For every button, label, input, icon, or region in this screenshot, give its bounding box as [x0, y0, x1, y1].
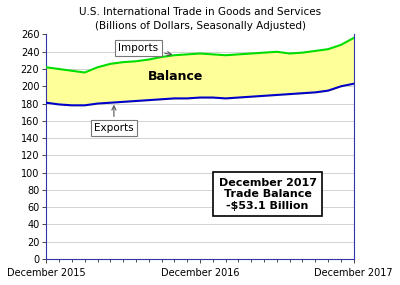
Text: Imports: Imports — [118, 43, 172, 56]
Title: U.S. International Trade in Goods and Services
(Billions of Dollars, Seasonally : U.S. International Trade in Goods and Se… — [79, 7, 321, 31]
Text: December 2017
Trade Balance
-$53.1 Billion: December 2017 Trade Balance -$53.1 Billi… — [219, 178, 317, 211]
Text: Exports: Exports — [94, 106, 134, 133]
Text: Balance: Balance — [148, 70, 203, 83]
